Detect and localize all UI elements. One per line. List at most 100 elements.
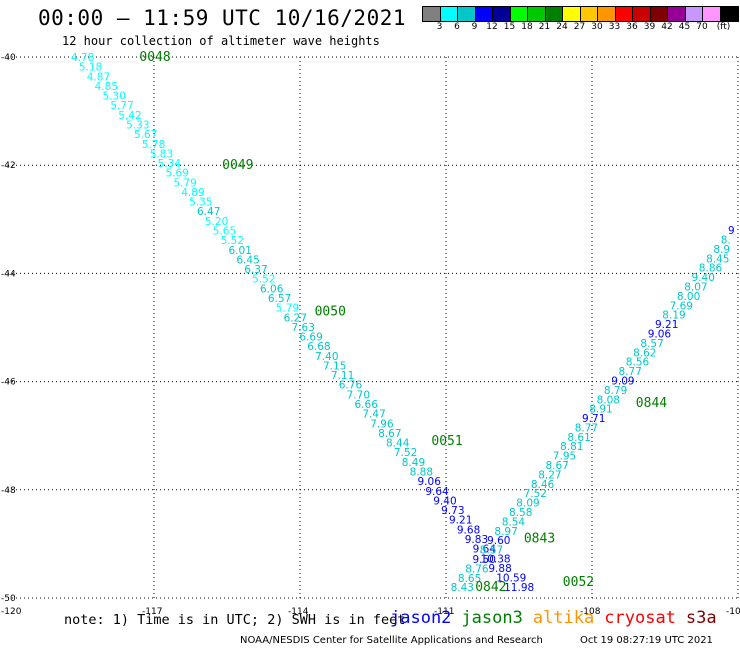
legend-swatch xyxy=(685,7,703,21)
swh-point: 9.73 xyxy=(441,505,464,517)
swh-point: 10.59 xyxy=(496,573,526,585)
satellite-s3a: s3a xyxy=(685,608,717,628)
swh-point: 8.86 xyxy=(699,263,723,275)
altimeter-tracks: 4.785.184.874.855.305.775.425.335.675.78… xyxy=(71,52,735,594)
swh-point: 6.69 xyxy=(299,332,322,344)
credit-line: NOAA/NESDIS Center for Satellite Applica… xyxy=(240,635,543,646)
swh-point: 9 xyxy=(728,225,735,237)
swh-point: 6.68 xyxy=(307,341,330,353)
satellite-jason3: jason3 xyxy=(461,608,523,628)
swh-point: 5.34 xyxy=(158,158,182,170)
swh-point: 6.06 xyxy=(260,283,284,295)
swh-point: 5.52 xyxy=(252,274,275,286)
legend-swatch xyxy=(493,7,511,21)
satellite-cryosat: cryosat xyxy=(604,608,676,628)
swh-point: 8.44 xyxy=(386,438,410,450)
units-note: note: 1) Time is in UTC; 2) SWH is in fe… xyxy=(64,612,406,628)
swh-point: 8.67 xyxy=(546,460,569,472)
swh-point: 8.62 xyxy=(633,347,656,359)
swh-point: 9.09 xyxy=(611,375,634,387)
swh-point: 7.15 xyxy=(323,360,346,372)
swh-point: 9.40 xyxy=(433,495,456,507)
pass-time-label: 0842 xyxy=(475,580,506,595)
swh-point: 5.83 xyxy=(150,148,173,160)
swh-point: 8.57 xyxy=(480,545,503,557)
swh-point: 7.70 xyxy=(347,389,370,401)
legend-swatch xyxy=(580,7,598,21)
swh-point: 5.33 xyxy=(126,119,149,131)
swh-point: 6.57 xyxy=(268,293,291,305)
lat-tick-label: -48 xyxy=(1,486,16,496)
legend-label: 21 xyxy=(538,22,551,32)
swh-point: 8.97 xyxy=(494,526,517,538)
swh-point: 5.35 xyxy=(189,197,212,209)
swh-point: 7.95 xyxy=(553,451,576,463)
swh-point: 8. xyxy=(721,235,731,247)
swh-point: 5.18 xyxy=(79,62,102,74)
page-title: 00:00 – 11:59 UTC 10/16/2021 xyxy=(38,6,407,30)
legend-label: 42 xyxy=(661,22,673,32)
swh-point: 6.01 xyxy=(229,245,252,257)
legend-swatch xyxy=(703,7,721,21)
swh-point: 7.52 xyxy=(394,447,417,459)
lon-tick-label: -111 xyxy=(434,607,454,617)
swh-point: 9.64 xyxy=(425,486,449,498)
swh-point: 9.06 xyxy=(648,328,672,340)
legend-label: 39 xyxy=(643,22,656,32)
lon-tick-label: -120 xyxy=(1,607,22,617)
swh-point: 9.64 xyxy=(473,544,497,556)
legend-swatch xyxy=(423,7,441,21)
swh-point: 4.78 xyxy=(71,52,94,64)
swh-point: 4.85 xyxy=(95,81,118,93)
swh-point: 8.57 xyxy=(640,338,663,350)
swh-point: 8.79 xyxy=(604,385,627,397)
swh-point: 9.60 xyxy=(487,535,510,547)
swh-point: 6.76 xyxy=(339,380,363,392)
swh-point: 9.21 xyxy=(449,515,472,527)
pass-time-label: 0052 xyxy=(563,575,594,590)
lon-tick-label: -114 xyxy=(288,607,309,617)
swh-point: 8.19 xyxy=(662,310,685,322)
swh-point: 6.37 xyxy=(244,264,267,276)
swh-point: 5.65 xyxy=(213,226,236,238)
swh-point: 7.63 xyxy=(292,322,315,334)
lat-tick-label: -50 xyxy=(1,594,16,604)
swh-point: 7.52 xyxy=(524,488,547,500)
legend-label: 70 xyxy=(696,22,708,32)
swh-point: 8.65 xyxy=(458,573,481,585)
pass-time-label: 0050 xyxy=(315,304,346,319)
legend-swatch xyxy=(440,7,458,21)
color-legend-labels: 3 6 9 12 15 18 21 24 27 30 33 36 39 42 45 70 (ft) xyxy=(422,22,740,36)
swh-point: 5.78 xyxy=(142,139,165,151)
swh-point: 8.45 xyxy=(706,253,729,265)
swh-point: 6.45 xyxy=(236,254,259,266)
swh-point: 9.88 xyxy=(488,563,511,575)
legend-swatch xyxy=(720,7,738,21)
satellite-legend: jason2 jason3 altika cryosat s3a xyxy=(390,608,727,628)
legend-label: 33 xyxy=(608,22,621,32)
lon-tick-label: -108 xyxy=(580,607,601,617)
pass-time-label: 0048 xyxy=(139,50,170,65)
legend-swatch xyxy=(615,7,633,21)
swh-point: 5.42 xyxy=(118,110,141,122)
swh-point: 8.07 xyxy=(684,281,707,293)
legend-swatch xyxy=(475,7,493,21)
lat-tick-label: -42 xyxy=(1,161,16,171)
legend-label: 6 xyxy=(454,22,460,32)
legend-swatch xyxy=(458,7,476,21)
swh-point: 5.20 xyxy=(205,216,228,228)
swh-point: 9.21 xyxy=(655,319,678,331)
swh-point: 8.54 xyxy=(502,516,526,528)
legend-swatch xyxy=(545,7,563,21)
axis-labels: -40 -42 -44 -46 -48 -50 -120 -117 -114 -111 -108 -1… xyxy=(1,53,740,617)
legend-label: 15 xyxy=(503,22,516,32)
pass-time-label: 0843 xyxy=(524,531,555,546)
swh-point: 5.79 xyxy=(173,177,196,189)
legend-label: 24 xyxy=(556,22,568,32)
legend-label: 45 xyxy=(678,22,691,32)
swh-point: 4.89 xyxy=(181,187,204,199)
legend-label: 18 xyxy=(521,22,533,32)
legend-label: 12 xyxy=(486,22,498,32)
swh-point: 5.52 xyxy=(221,235,244,247)
